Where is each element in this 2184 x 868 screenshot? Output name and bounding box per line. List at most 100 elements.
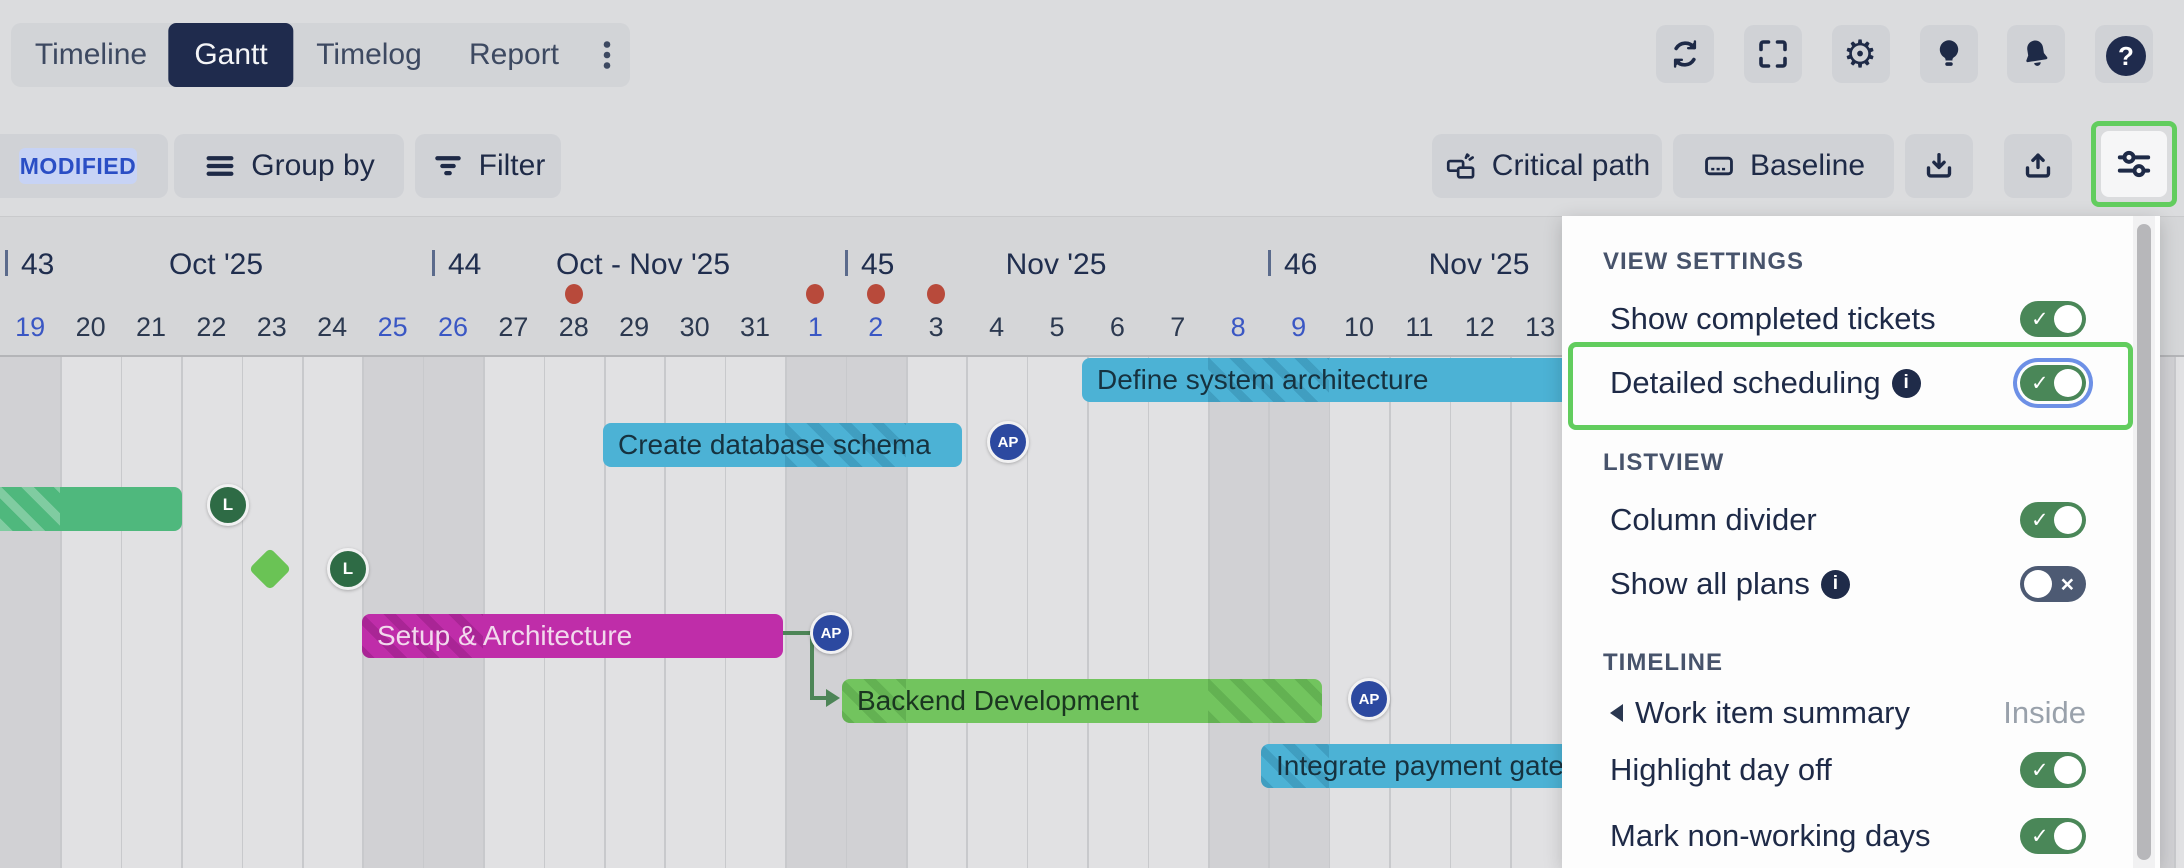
toggle-knob [2054,822,2082,850]
day-number: 12 [1464,312,1495,342]
toggle-mark-non-working-days[interactable]: ✓ [2020,818,2086,854]
setting-row-detailed-scheduling: Detailed scheduling i ✓ [1610,361,2086,405]
setting-label: Show all plans [1610,566,1810,601]
task-bar-label: Integrate payment gateway [1276,750,1614,781]
toggle-detailed-scheduling[interactable]: ✓ [2020,365,2086,401]
month-label: Nov '25 [1005,248,1107,281]
upload-icon [2021,149,2055,183]
day-number: 27 [498,312,529,342]
critical-path-label: Critical path [1491,149,1651,182]
filter-button[interactable]: Filter [415,134,561,198]
critical-path-button[interactable]: Critical path [1432,134,1662,198]
day-number: 28 [558,312,589,342]
gear-button[interactable]: ⚙ [1832,25,1890,83]
month-label: Oct '25 [168,248,264,281]
group-by-icon [203,149,237,183]
toggle-show-completed-tickets[interactable]: ✓ [2020,301,2086,337]
section-title-listview: LISTVIEW [1603,449,1725,476]
day-number: 10 [1343,312,1375,342]
toggle-knob [2054,756,2082,784]
day-gridline [604,357,606,868]
sync-button[interactable] [1656,25,1714,83]
day-number: 29 [619,312,650,342]
toggle-knob [2054,506,2082,534]
holiday-marker-dot [866,284,885,304]
day-number: 6 [1109,312,1125,342]
task-bar-label: Backend Development [857,685,1139,716]
info-icon: i [1891,368,1921,398]
help-button[interactable]: ? [2095,25,2153,83]
setting-label: Show completed tickets [1610,301,1936,336]
day-number: 30 [679,312,710,342]
import-button[interactable] [2004,134,2072,198]
non-working-day-band [362,357,483,868]
group-by-label: Group by [251,149,375,182]
toggle-knob [2054,369,2082,397]
collapse-arrow-icon[interactable] [1610,704,1623,722]
day-gridline [422,357,425,868]
tab-gantt[interactable]: Gantt [168,23,294,87]
assignee-avatar-l: L [207,484,249,526]
day-gridline [483,357,485,868]
day-number: 5 [1049,312,1065,342]
day-gridline [181,357,183,868]
critical-path-icon [1444,149,1478,183]
day-gridline [724,357,727,868]
fullscreen-button[interactable] [1744,25,1802,83]
check-icon: ✓ [2031,307,2049,331]
task-bar-backend-development[interactable]: Backend Development [842,679,1322,723]
toggle-show-all-plans[interactable]: × [2020,566,2086,602]
setting-row-show-all-plans: Show all plans i × [1610,562,2086,606]
day-gridline [785,357,787,868]
export-button[interactable] [1905,134,1973,198]
day-number: 19 [15,312,46,342]
holiday-marker-dot [927,284,946,304]
week-tick [1268,250,1271,276]
task-bar-create-database-schema[interactable]: Create database schema [603,423,962,467]
week-tick [5,250,8,276]
non-working-hatch [785,423,906,467]
week-number: 44 [448,248,482,281]
panel-scrollbar-thumb[interactable] [2137,224,2151,860]
section-title-timeline: TIMELINE [1603,649,1723,676]
day-number: 21 [135,312,167,342]
modified-badge-container: MODIFIED [0,134,168,198]
bell-button[interactable] [2007,25,2065,83]
setting-row-highlight-day-off: Highlight day off ✓ [1610,748,2086,792]
day-gridline [2174,357,2176,868]
kebab-menu-icon[interactable] [589,37,625,73]
question-mark-icon: ? [2106,36,2146,76]
toggle-column-divider[interactable]: ✓ [2020,502,2086,538]
view-settings-panel: VIEW SETTINGS Show completed tickets ✓ Deta… [1562,216,2160,868]
month-label: Oct - Nov '25 [555,248,731,281]
filter-label: Filter [478,149,546,182]
section-title-view-settings: VIEW SETTINGS [1603,248,1805,275]
task-bar-label: Setup & Architecture [377,620,633,651]
week-tick [845,250,848,276]
day-gridline [845,357,848,868]
assignee-avatar-ap: AP [1348,678,1390,720]
group-by-button[interactable]: Group by [174,134,404,198]
holiday-marker-dot [564,284,583,304]
view-settings-button[interactable] [2101,131,2167,197]
day-number: 20 [75,312,106,342]
setting-value[interactable]: Inside [2003,695,2086,730]
task-bar-define-system-architecture[interactable]: Define system architecture [1082,358,1642,402]
check-icon: ✓ [2031,508,2049,532]
tab-timeline[interactable]: Timeline [34,38,148,71]
assignee-avatar-ap: AP [810,612,852,654]
day-gridline [906,357,908,868]
baseline-button[interactable]: Baseline [1673,134,1894,198]
filter-icon [431,149,465,183]
task-bar-setup-architecture[interactable]: Setup & Architecture [362,614,783,658]
toggle-highlight-day-off[interactable]: ✓ [2020,752,2086,788]
help-icon: ? [2106,36,2146,76]
setting-row-work-item-summary: Work item summary Inside [1610,691,2086,735]
task-bar-completed-task[interactable] [0,487,182,531]
day-gridline [1389,357,1391,868]
day-gridline [664,357,666,868]
setting-label: Mark non-working days [1610,818,1931,853]
lightbulb-button[interactable] [1920,25,1978,83]
tab-timelog[interactable]: Timelog [316,38,422,71]
tab-report[interactable]: Report [468,38,560,71]
